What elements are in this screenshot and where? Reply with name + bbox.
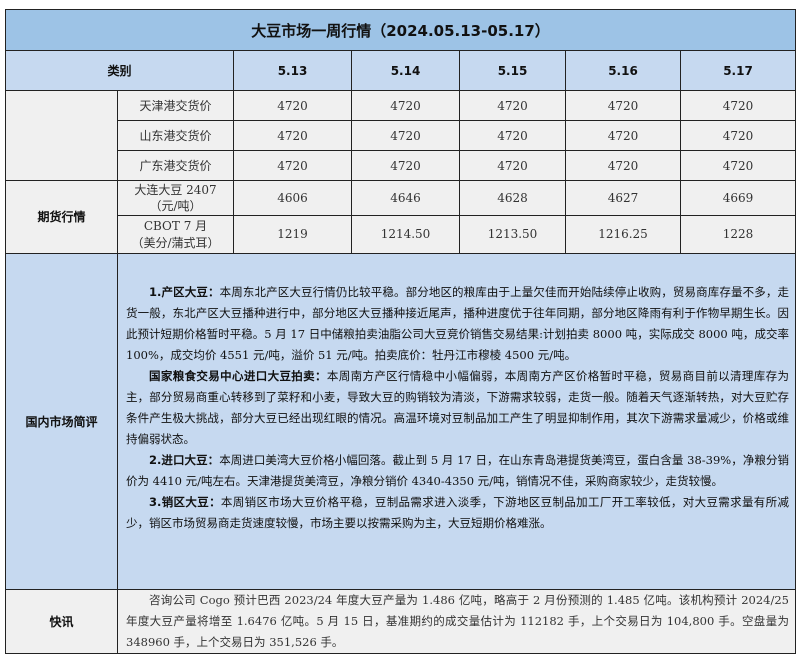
paragraph-text: 本周销区市场大豆价格平稳，豆制品需求进入淡季，下游地区豆制品加工厂开工率较低，对… [126,495,789,530]
news-text: 咨询公司 Cogo 预计巴西 2023/24 年度大豆产量为 1.486 亿吨，… [126,593,789,649]
cell: 4720 [565,150,681,181]
cell: 1214.50 [351,215,460,254]
paragraph: 3.销区大豆：本周销区市场大豆价格平稳，豆制品需求进入淡季，下游地区豆制品加工厂… [126,492,789,534]
date-header: 5.16 [565,50,681,91]
cell: 4669 [680,180,796,216]
header-row: 类别 5.13 5.14 5.15 5.16 5.17 [5,50,796,91]
cell: 1213.50 [459,215,566,254]
domestic-row: 国内市场简评 1.产区大豆：本周东北产区大豆行情仍比较平稳。部分地区的粮库由于上… [5,253,796,590]
domestic-section-label: 国内市场简评 [5,253,118,590]
table-row: CBOT 7 月 （美分/蒲式耳） 1219 1214.50 1213.50 12… [5,215,796,254]
date-header: 5.15 [459,50,566,91]
row-label-line1: CBOT 7 月 [143,218,208,233]
cell: 4720 [351,150,460,181]
cell: 4720 [459,150,566,181]
soybean-weekly-table: 大豆市场一周行情（2024.05.13-05.17） 类别 5.13 5.14 … [5,9,796,654]
cell: 1228 [680,215,796,254]
cell: 4720 [459,90,566,121]
cell: 1219 [233,215,352,254]
news-content: 咨询公司 Cogo 预计巴西 2023/24 年度大豆产量为 1.486 亿吨，… [117,589,796,654]
cell: 4720 [459,120,566,151]
paragraph-heading: 国家粮食交易中心进口大豆拍卖： [149,369,327,383]
table-row: 期货行情 大连大豆 2407 （元/吨） 4606 4646 4628 4627 … [5,180,796,254]
paragraph: 2.进口大豆：本周进口美湾大豆价格小幅回落。截止到 5 月 17 日，在山东青岛… [126,450,789,492]
table-row: 天津港交货价 4720 4720 4720 4720 4720 [5,90,796,181]
cell: 4720 [680,120,796,151]
row-label-line1: 大连大豆 2407 [134,183,217,197]
cell: 4720 [565,120,681,151]
date-header: 5.14 [351,50,460,91]
cell: 4720 [351,120,460,151]
paragraph-heading: 2.进口大豆： [149,453,220,467]
cell: 4720 [680,90,796,121]
paragraph: 国家粮食交易中心进口大豆拍卖：本周南方产区行情稳中小幅偏弱，本周南方产区价格暂时… [126,366,789,450]
cell: 4646 [351,180,460,216]
paragraph-heading: 3.销区大豆： [149,495,221,509]
row-label: 山东港交货价 [117,120,234,151]
row-label: CBOT 7 月 （美分/蒲式耳） [117,215,234,254]
news-row: 快讯 咨询公司 Cogo 预计巴西 2023/24 年度大豆产量为 1.486 … [5,589,796,654]
category-header: 类别 [5,50,234,91]
cell: 4720 [680,150,796,181]
cell: 4720 [233,90,352,121]
table-title: 大豆市场一周行情（2024.05.13-05.17） [5,9,796,51]
paragraph-text: 本周南方产区行情稳中小幅偏弱，本周南方产区价格暂时平稳，贸易商目前以清理库存为主… [126,369,790,446]
paragraph-heading: 1.产区大豆： [149,285,220,299]
row-label: 大连大豆 2407 （元/吨） [117,180,234,216]
cell: 4720 [565,90,681,121]
row-label-line2: （元/吨） [149,199,202,213]
futures-section-label: 期货行情 [5,180,118,254]
date-header: 5.17 [680,50,796,91]
cell: 4627 [565,180,681,216]
table-row: 广东港交货价 4720 4720 4720 4720 4720 [5,150,796,181]
spot-section-label [5,90,118,181]
row-label: 天津港交货价 [117,90,234,121]
cell: 1216.25 [565,215,681,254]
cell: 4720 [233,150,352,181]
domestic-commentary: 1.产区大豆：本周东北产区大豆行情仍比较平稳。部分地区的粮库由于上量欠佳而开始陆… [117,253,796,590]
date-header: 5.13 [233,50,352,91]
cell: 4628 [459,180,566,216]
row-label-line2: （美分/蒲式耳） [131,235,220,250]
table-row: 山东港交货价 4720 4720 4720 4720 4720 [5,120,796,151]
cell: 4720 [351,90,460,121]
paragraph-text: 本周东北产区大豆行情仍比较平稳。部分地区的粮库由于上量欠佳而开始陆续停止收购，贸… [126,285,789,362]
cell: 4720 [233,120,352,151]
paragraph-text: 本周进口美湾大豆价格小幅回落。截止到 5 月 17 日，在山东青岛港提货美湾豆，… [126,453,789,488]
row-label: 广东港交货价 [117,150,234,181]
news-section-label: 快讯 [5,589,118,654]
cell: 4606 [233,180,352,216]
paragraph: 1.产区大豆：本周东北产区大豆行情仍比较平稳。部分地区的粮库由于上量欠佳而开始陆… [126,282,789,366]
